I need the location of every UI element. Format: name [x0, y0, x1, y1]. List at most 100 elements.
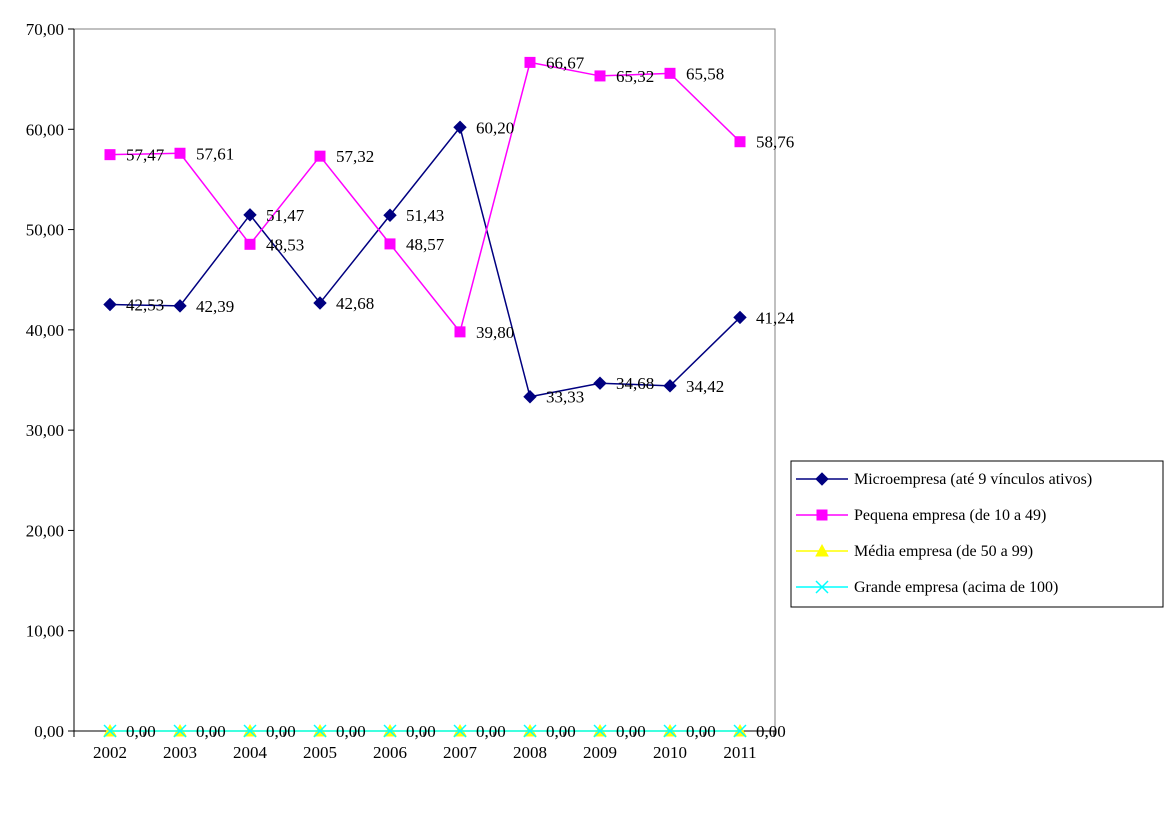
legend-label: Grande empresa (acima de 100) [854, 579, 1058, 596]
series-2 [104, 56, 746, 338]
data-label: 42,68 [336, 294, 374, 313]
y-tick-label: 10,00 [26, 622, 64, 641]
legend-item: Microempresa (até 9 vínculos ativos) [796, 471, 1092, 488]
data-label: 39,80 [476, 323, 514, 342]
series-point [593, 724, 607, 738]
legend-marker [815, 472, 829, 486]
data-label: 0,00 [406, 722, 436, 741]
legend-marker [815, 580, 829, 594]
data-label: 57,61 [196, 144, 234, 163]
x-tick-label: 2011 [723, 743, 756, 762]
data-label: 51,47 [266, 206, 305, 225]
series-point [594, 70, 606, 82]
series-point [243, 208, 257, 222]
x-tick-label: 2004 [233, 743, 268, 762]
data-label: 57,32 [336, 147, 374, 166]
series-point [173, 299, 187, 313]
series-point [314, 150, 326, 162]
series-line [109, 125, 741, 398]
plot-area [73, 28, 776, 732]
x-tick-label: 2010 [653, 743, 687, 762]
y-axis: 0,00 10,00 20,00 30,00 40,00 50,00 60,00 70,00 [26, 20, 75, 741]
series-point [103, 297, 117, 312]
data-label: 66,67 [546, 53, 585, 72]
series-point [453, 120, 467, 134]
series-layer [103, 56, 747, 738]
series-point [593, 376, 607, 390]
series-point [104, 149, 116, 161]
series-point [523, 390, 537, 404]
series-point [384, 238, 396, 250]
data-label: 41,24 [756, 308, 795, 327]
y-tick-label: 0,00 [34, 722, 64, 741]
data-label: 0,00 [686, 722, 716, 741]
y-tick-label: 30,00 [26, 421, 64, 440]
data-label: 48,53 [266, 235, 304, 254]
data-label: 42,53 [126, 295, 164, 314]
y-tick-label: 40,00 [26, 321, 64, 340]
series-point [663, 379, 677, 393]
series-point [733, 310, 747, 325]
y-tick-label: 20,00 [26, 521, 64, 540]
data-label: 0,00 [476, 722, 506, 741]
series-point [523, 724, 537, 738]
series-point [383, 208, 397, 222]
series-point [243, 724, 257, 738]
series-point [524, 56, 536, 68]
data-label: 33,33 [546, 388, 584, 407]
data-labels: 42,53 42,39 51,47 42,68 51,43 60,20 33,33 34,68… [126, 53, 795, 741]
legend-label: Pequena empresa (de 10 a 49) [854, 507, 1046, 524]
data-label: 0,00 [616, 722, 646, 741]
data-label: 60,20 [476, 118, 514, 137]
data-label: 34,68 [616, 374, 654, 393]
data-label: 34,42 [686, 377, 724, 396]
series-point [173, 724, 187, 738]
series-point [244, 238, 256, 250]
data-label: 57,47 [126, 146, 165, 165]
y-tick-label: 70,00 [26, 20, 64, 39]
x-tick-label: 2006 [373, 743, 407, 762]
legend-item: Grande empresa (acima de 100) [796, 579, 1058, 596]
x-tick-label: 2008 [513, 743, 547, 762]
data-label: 0,00 [196, 722, 226, 741]
legend-label: Média empresa (de 50 a 99) [854, 543, 1033, 560]
legend-item: Pequena empresa (de 10 a 49) [796, 507, 1046, 524]
legend-marker [815, 543, 829, 557]
series-point [103, 724, 117, 738]
data-label: 65,32 [616, 67, 654, 86]
series-point [664, 67, 676, 79]
series-4 [103, 724, 747, 738]
data-label: 42,39 [196, 297, 234, 316]
data-label: 0,00 [756, 722, 786, 741]
series-point [663, 724, 677, 738]
x-tick-label: 2005 [303, 743, 337, 762]
legend-box [790, 460, 1164, 608]
y-tick-label: 60,00 [26, 120, 64, 139]
x-tick-label: 2002 [93, 743, 127, 762]
series-line [109, 61, 741, 334]
legend-marker [816, 509, 828, 521]
data-label: 0,00 [336, 722, 366, 741]
series-point [453, 724, 467, 738]
data-label: 0,00 [546, 722, 576, 741]
data-label: 65,58 [686, 64, 724, 83]
x-tick-label: 2003 [163, 743, 197, 762]
data-label: 48,57 [406, 235, 445, 254]
x-tick-label: 2009 [583, 743, 617, 762]
legend: Microempresa (até 9 vínculos ativos) Pequ… [790, 460, 1164, 608]
series-point [733, 724, 747, 738]
legend-label: Microempresa (até 9 vínculos ativos) [854, 471, 1092, 488]
series-point [454, 326, 466, 338]
data-label: 0,00 [266, 722, 296, 741]
series-point [174, 147, 186, 159]
data-label: 0,00 [126, 722, 156, 741]
series-point [383, 724, 397, 738]
series-point [313, 724, 327, 738]
data-label: 58,76 [756, 133, 794, 152]
series-1 [103, 120, 747, 404]
y-tick-label: 50,00 [26, 221, 64, 240]
series-point [313, 296, 327, 310]
x-tick-label: 2007 [443, 743, 478, 762]
series-point [734, 136, 746, 148]
